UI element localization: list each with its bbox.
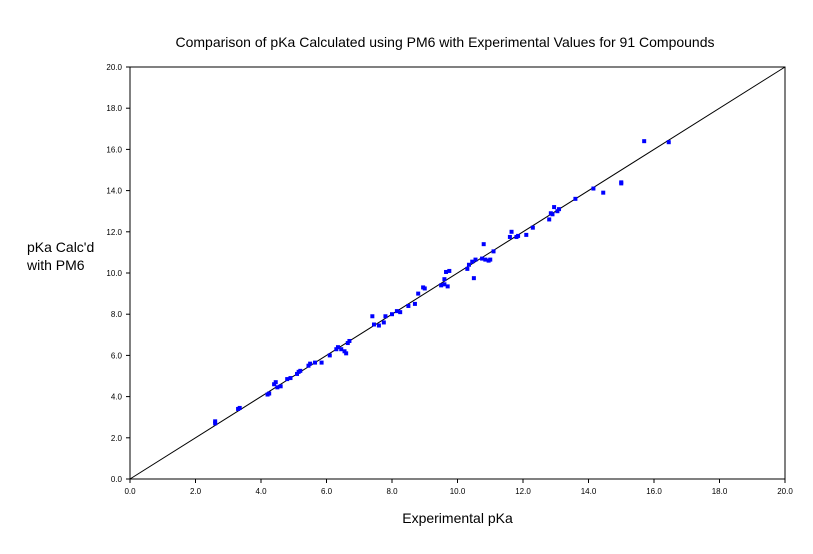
data-point xyxy=(439,283,444,288)
y-tick-label: 18.0 xyxy=(106,104,122,113)
data-point xyxy=(552,205,557,210)
data-point xyxy=(213,419,218,424)
data-point xyxy=(275,385,280,390)
data-point xyxy=(481,242,486,247)
data-point xyxy=(466,262,471,267)
data-point xyxy=(642,139,647,144)
data-point xyxy=(555,209,560,214)
data-point xyxy=(516,233,521,238)
data-point xyxy=(278,384,283,389)
data-point xyxy=(213,421,218,426)
data-point xyxy=(619,181,624,186)
y-axis-label-line-1: pKa Calc'd xyxy=(27,239,95,255)
data-point xyxy=(422,286,427,291)
data-point xyxy=(381,320,386,325)
data-point xyxy=(471,276,476,281)
data-point xyxy=(398,310,403,315)
data-point xyxy=(488,257,493,262)
data-point xyxy=(267,391,272,396)
chart-title: Comparison of pKa Calculated using PM6 w… xyxy=(175,34,715,50)
data-point xyxy=(483,257,488,262)
data-point xyxy=(412,301,417,306)
data-point xyxy=(335,345,340,350)
x-tick-label: 18.0 xyxy=(712,487,728,496)
data-points xyxy=(213,139,671,426)
data-point xyxy=(465,266,470,271)
data-point xyxy=(285,377,290,382)
data-point xyxy=(442,277,447,282)
x-axis-label: Experimental pKa xyxy=(402,510,513,526)
x-tick-label: 12.0 xyxy=(515,487,531,496)
x-tick-label: 6.0 xyxy=(321,487,333,496)
data-point xyxy=(591,186,596,191)
data-point xyxy=(383,314,388,319)
data-point xyxy=(298,368,303,373)
y-tick-label: 20.0 xyxy=(106,63,122,72)
x-tick-label: 4.0 xyxy=(255,487,267,496)
data-point xyxy=(273,380,278,385)
data-point xyxy=(473,257,478,262)
y-axis-label-line-2: with PM6 xyxy=(27,257,85,273)
data-point xyxy=(491,249,496,254)
data-point xyxy=(390,312,394,317)
x-tick-label: 10.0 xyxy=(450,487,466,496)
data-point xyxy=(666,140,671,145)
y-tick-label: 2.0 xyxy=(111,434,123,443)
data-point xyxy=(313,360,318,365)
y-tick-label: 16.0 xyxy=(106,145,122,154)
data-point xyxy=(447,268,452,273)
y-tick-label: 4.0 xyxy=(111,393,123,402)
data-point xyxy=(573,196,578,201)
y-tick-label: 6.0 xyxy=(111,351,123,360)
data-point xyxy=(345,341,350,346)
data-point xyxy=(406,303,411,308)
x-tick-label: 8.0 xyxy=(386,487,398,496)
data-point xyxy=(344,351,349,356)
data-point xyxy=(370,314,375,319)
data-point xyxy=(442,282,447,287)
data-point xyxy=(288,376,293,381)
data-point xyxy=(237,405,242,410)
data-point xyxy=(601,190,606,195)
data-point xyxy=(509,229,514,234)
data-point xyxy=(376,323,381,328)
data-point xyxy=(557,207,562,212)
data-point xyxy=(524,232,529,237)
data-point xyxy=(507,234,512,239)
data-point xyxy=(327,353,332,358)
data-point xyxy=(334,347,339,352)
data-point xyxy=(342,349,347,354)
data-point xyxy=(416,291,421,296)
data-point xyxy=(470,259,475,264)
y-tick-label: 0.0 xyxy=(111,475,123,484)
data-point xyxy=(480,256,485,261)
data-point xyxy=(550,212,555,217)
data-point xyxy=(530,225,535,230)
axes: 0.0 2.0 4.0 6.0 8.0 10.0 12.0 14.0 16.0 18.0 20.0 0… xyxy=(106,63,793,496)
x-tick-label: 2.0 xyxy=(190,487,202,496)
data-point xyxy=(394,309,399,314)
y-tick-label: 8.0 xyxy=(111,310,123,319)
data-point xyxy=(347,338,352,343)
data-point xyxy=(308,361,313,366)
data-point xyxy=(295,371,300,376)
x-tick-label: 16.0 xyxy=(646,487,662,496)
x-tick-label: 0.0 xyxy=(124,487,136,496)
y-tick-label: 14.0 xyxy=(106,187,122,196)
data-point xyxy=(306,363,311,368)
data-point xyxy=(547,217,552,222)
data-point xyxy=(319,360,324,365)
data-point xyxy=(371,322,376,327)
data-point xyxy=(444,269,449,274)
y-tick-label: 10.0 xyxy=(106,269,122,278)
data-point xyxy=(339,347,344,352)
x-tick-label: 14.0 xyxy=(581,487,597,496)
y-axis-label: pKa Calc'd with PM6 xyxy=(27,238,94,274)
data-point xyxy=(272,382,277,387)
data-point xyxy=(445,284,450,289)
x-tick-label: 20.0 xyxy=(777,487,793,496)
y-tick-label: 12.0 xyxy=(106,228,122,237)
